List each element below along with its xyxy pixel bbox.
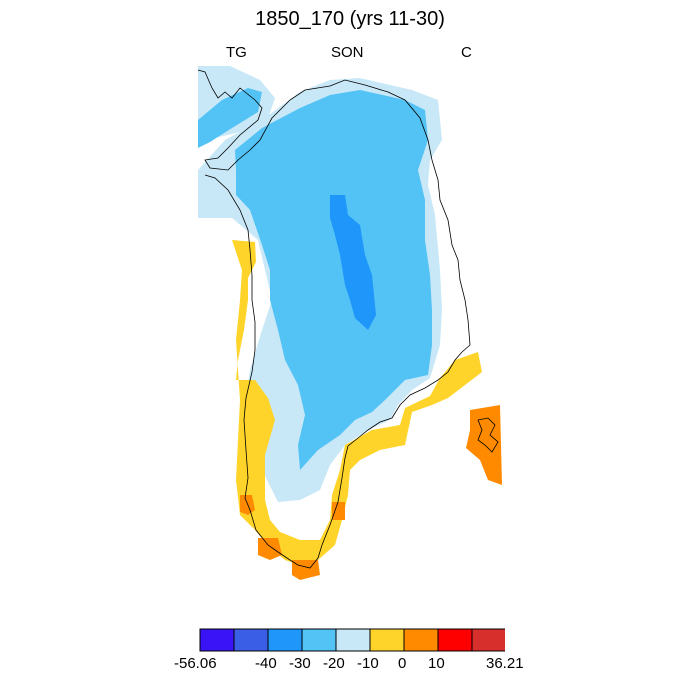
colorbar-tick-label: -10 — [357, 655, 379, 672]
anomaly-band-blue — [330, 195, 376, 330]
colorbar-swatch — [369, 628, 405, 652]
anomaly-band-mid-blue — [198, 88, 432, 470]
colorbar-swatch — [335, 628, 371, 652]
colorbar-swatch — [199, 628, 235, 652]
anomaly-band-yellow — [232, 240, 482, 565]
colorbar — [199, 628, 505, 652]
season-label: SON — [331, 44, 364, 61]
colorbar-swatch — [471, 628, 505, 652]
variable-label: TG — [226, 44, 247, 61]
colorbar-tick-label: 0 — [398, 655, 407, 672]
colorbar-swatch — [301, 628, 337, 652]
colorbar-tick-label: 10 — [428, 655, 445, 672]
colorbar-tick-label: -30 — [289, 655, 311, 672]
colorbar-tick-label: -56.06 — [174, 655, 217, 672]
colorbar-swatch — [267, 628, 303, 652]
colorbar-tick-label: -20 — [323, 655, 345, 672]
colorbar-swatch — [233, 628, 269, 652]
units-label: C — [461, 44, 472, 61]
colorbar-swatch — [437, 628, 473, 652]
figure-title: 1850_170 (yrs 11-30) — [255, 8, 445, 30]
colorbar-tick-label: 36.21 — [486, 655, 524, 672]
colorbar-tick-label: -40 — [255, 655, 277, 672]
colorbar-swatch — [403, 628, 439, 652]
greenland-coastline — [197, 69, 499, 569]
